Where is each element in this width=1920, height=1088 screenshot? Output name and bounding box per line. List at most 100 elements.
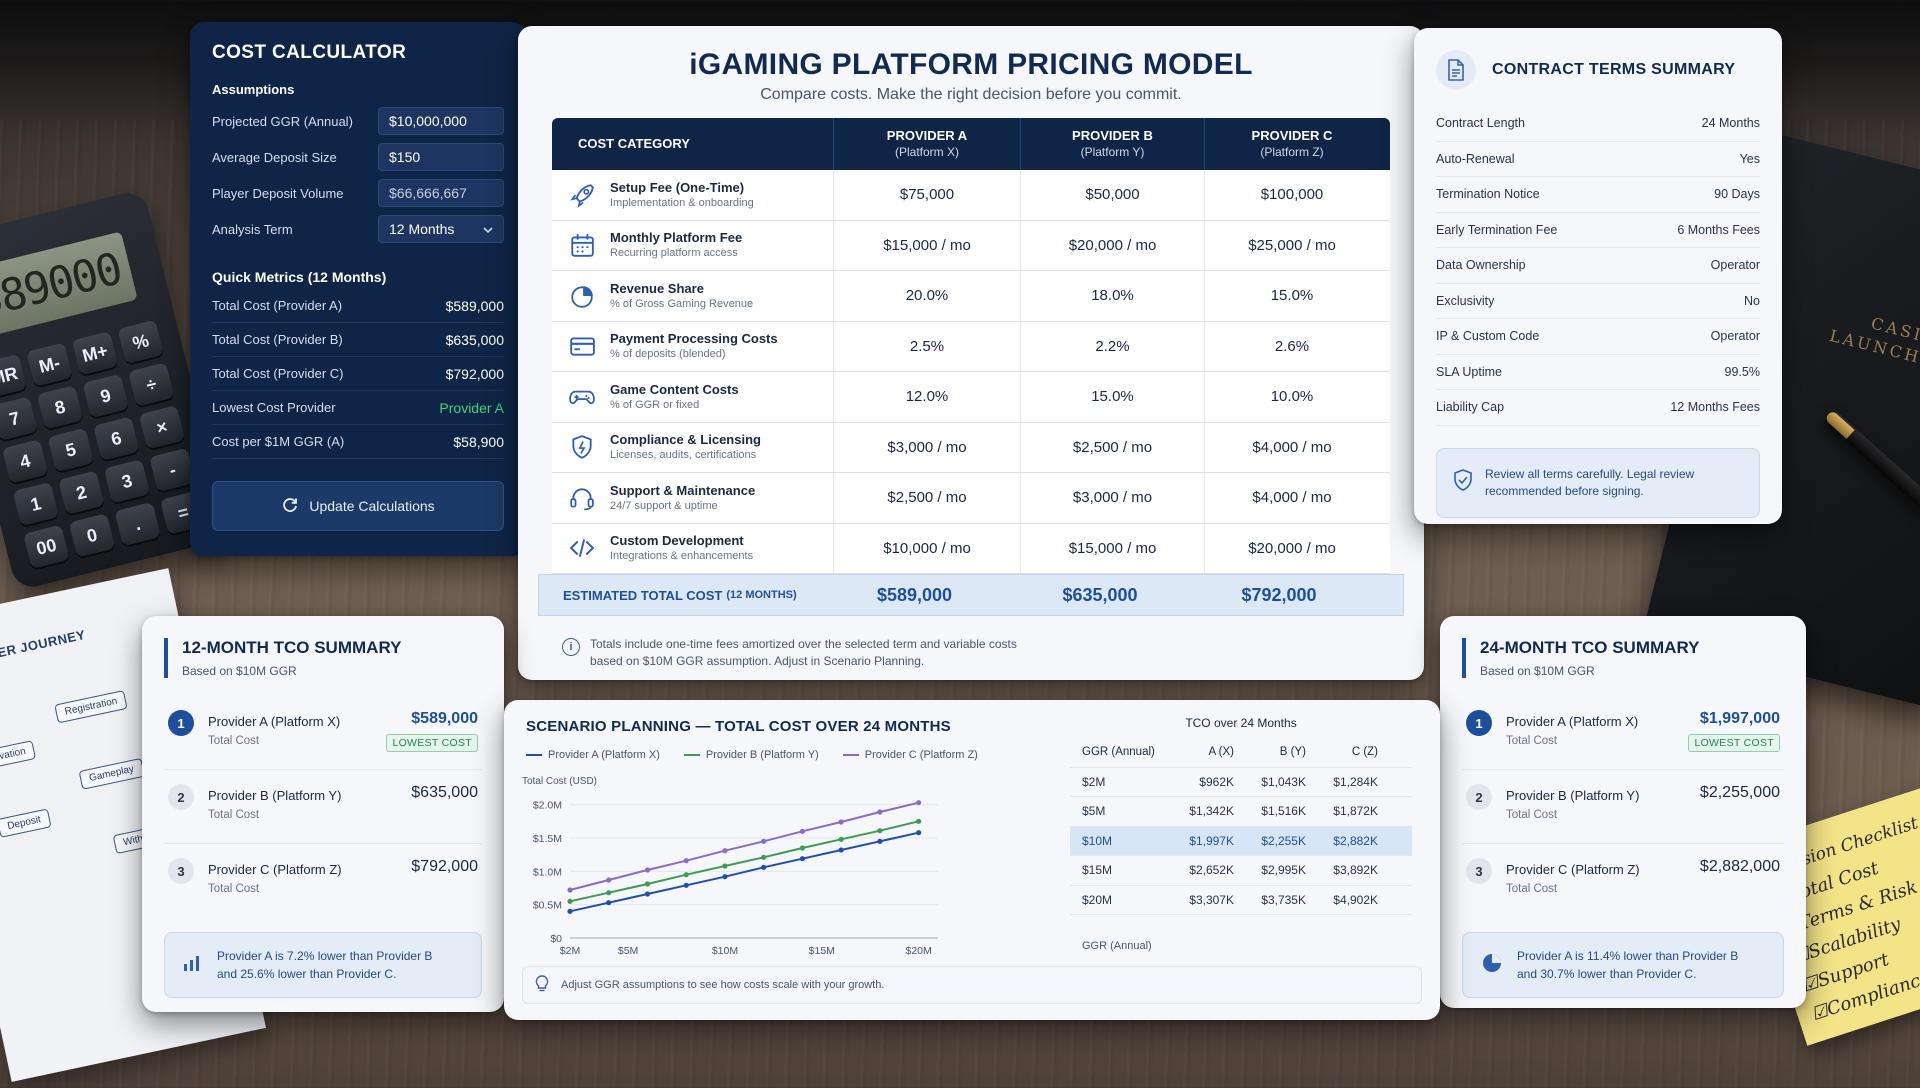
rank-badge: 2 xyxy=(1466,784,1492,810)
calculator-key: . xyxy=(114,501,161,547)
metric-row: Cost per $1M GGR (A) $58,900 xyxy=(212,425,504,459)
data-point xyxy=(761,864,767,870)
deposit-volume-row: Player Deposit Volume $66,666,667 xyxy=(212,175,504,211)
table-cell: $1,872K xyxy=(1333,804,1378,819)
term-value: Operator xyxy=(1710,258,1760,273)
provider-a-cost: $75,000 xyxy=(834,170,1021,220)
tco-rank-row: 3 Provider C (Platform Z) Total Cost $792,0… xyxy=(164,844,482,918)
ggr-input[interactable]: $10,000,000 xyxy=(378,107,504,135)
provider-a-cost: $2,500 / mo xyxy=(834,473,1021,523)
journey-step: Gameplay xyxy=(78,757,145,790)
calculator-key: ÷ xyxy=(128,362,175,407)
provider-c-cost: $4,000 / mo xyxy=(1252,438,1332,456)
legend-label: Provider A (Platform X) xyxy=(548,749,660,761)
provider-name: Provider C (Platform Z) xyxy=(1506,862,1640,877)
contract-title: CONTRACT TERMS SUMMARY xyxy=(1492,61,1736,78)
provider-c-cost: $4,000 / mo xyxy=(1252,489,1332,507)
cost-category-name: Revenue Share xyxy=(610,280,704,296)
contract-header: CONTRACT TERMS SUMMARY xyxy=(1436,50,1760,90)
calculator-display: 589000 xyxy=(0,231,138,339)
table-footer-label: GGR (Annual) xyxy=(1082,940,1152,952)
term-label: Auto-Renewal xyxy=(1436,151,1515,166)
legend-label: Provider B (Platform Y) xyxy=(705,749,819,761)
calculator-key: 4 xyxy=(1,439,49,484)
legend-swatch xyxy=(842,754,859,756)
cost-category-desc: Licenses, audits, certifications xyxy=(610,449,757,462)
tip-text: Adjust GGR assumptions to see how costs … xyxy=(561,979,885,991)
term-label: Exclusivity xyxy=(1436,293,1495,308)
cost-category-desc: Integrations & enhancements xyxy=(610,550,754,563)
y-tick-label: $0 xyxy=(550,933,562,945)
total-term: (12 MONTHS) xyxy=(726,589,797,601)
calculator-keypad: MR M- M+% 7 8 9 ÷ 4 5 6 × 1 2 3-00 0. = xyxy=(0,319,207,569)
update-calculations-button[interactable]: Update Calculations xyxy=(212,481,504,531)
tco-value: $792,000 xyxy=(411,858,478,875)
journey-step: Deposit xyxy=(0,808,52,838)
deposit-volume-field: $66,666,667 xyxy=(378,179,504,207)
pricing-row: Revenue Share% of Gross Gaming Revenue 20… xyxy=(552,271,1390,322)
cost-category-name: Support & Maintenance xyxy=(610,482,756,498)
metric-value: $589,000 xyxy=(445,297,504,314)
data-point xyxy=(722,848,728,854)
x-tick-label: $2M xyxy=(560,945,580,956)
table-cell: $2,882K xyxy=(1333,833,1378,848)
provider-b-cost: $20,000 / mo xyxy=(1021,220,1205,270)
contract-term-row: Auto-Renewal Yes xyxy=(1436,142,1760,177)
headset-icon xyxy=(566,482,598,514)
provider-name: PROVIDER B xyxy=(1072,128,1153,143)
data-point xyxy=(683,882,689,888)
deposit-size-input[interactable]: $150 xyxy=(378,143,504,171)
data-point xyxy=(644,891,651,897)
provider-c-cost: 10.0% xyxy=(1270,388,1314,406)
data-point xyxy=(606,877,612,883)
calculator-title: COST CALCULATOR xyxy=(212,42,407,63)
table-cell: $1,342K xyxy=(1189,804,1234,819)
tco-amount: $1,997,000 LOWEST COST xyxy=(1688,710,1780,752)
cost-category-desc: % of GGR or fixed xyxy=(610,398,700,411)
pricing-title: iGAMING PLATFORM PRICING MODEL xyxy=(689,48,1253,81)
tco-rank-row: 1 Provider A (Platform X) Total Cost $589,0… xyxy=(164,696,482,770)
x-tick-label: $10M xyxy=(712,945,738,956)
data-point xyxy=(683,858,689,864)
footnote-line: Totals include one-time fees amortized o… xyxy=(590,637,1017,651)
tco-scenario-table: TCO over 24 Months GGR (Annual) A (X) B (Y… xyxy=(1070,716,1412,915)
term-value: Operator xyxy=(1710,329,1760,344)
data-point xyxy=(916,800,922,806)
table-cell: $3,307K xyxy=(1189,892,1234,907)
tco-value: $635,000 xyxy=(411,784,478,801)
term-select[interactable]: 12 Months xyxy=(378,215,504,243)
calculator-key: 00 xyxy=(23,524,70,569)
provider-c-cost: $20,000 / mo xyxy=(1248,539,1336,557)
rocket-icon xyxy=(566,179,598,211)
calculator-key: 5 xyxy=(47,427,95,473)
y-axis-label: Total Cost (USD) xyxy=(522,776,597,787)
header-cost-category: COST CATEGORY xyxy=(552,118,834,170)
metric-row: Total Cost (Provider A) $589,000 xyxy=(212,289,504,323)
term-label: Early Termination Fee xyxy=(1436,222,1558,237)
provider-name: PROVIDER A xyxy=(886,128,968,143)
cost-category-cell: Payment Processing Costs% of deposits (b… xyxy=(552,321,834,371)
provider-desc: Total Cost xyxy=(1506,883,1558,895)
metric-value: $58,900 xyxy=(453,433,504,450)
term-label: Liability Cap xyxy=(1436,400,1505,415)
provider-b-cost: 18.0% xyxy=(1021,271,1205,321)
ggr-input-row: Projected GGR (Annual) $10,000,000 xyxy=(212,103,504,139)
term-label: Termination Notice xyxy=(1436,187,1540,202)
tco-rank-row: 2 Provider B (Platform Y) Total Cost $2,255… xyxy=(1462,770,1784,844)
provider-b-cost: 2.2% xyxy=(1021,321,1205,371)
total-provider-a: $589,000 xyxy=(876,584,953,605)
provider-name: Provider B (Platform Y) xyxy=(1506,788,1640,803)
provider-a-cost: 12.0% xyxy=(834,372,1021,422)
data-point xyxy=(644,867,651,873)
data-point xyxy=(877,838,883,844)
term-value: No xyxy=(1744,293,1760,308)
scenario-planning-panel: SCENARIO PLANNING — TOTAL COST OVER 24 M… xyxy=(504,700,1440,1020)
tco-rank-row: 1 Provider A (Platform X) Total Cost $1,997… xyxy=(1462,696,1784,770)
term-value: 90 Days xyxy=(1714,187,1760,202)
table-row: $15M $2,652K $2,995K $3,892K xyxy=(1070,856,1412,886)
table-cell: $1,043K xyxy=(1261,774,1306,789)
tco-value: $1,997,000 xyxy=(1699,710,1780,727)
table-cell: $3,735K xyxy=(1261,892,1306,907)
code-icon xyxy=(566,532,598,564)
provider-c-cost: $25,000 / mo xyxy=(1248,236,1336,254)
